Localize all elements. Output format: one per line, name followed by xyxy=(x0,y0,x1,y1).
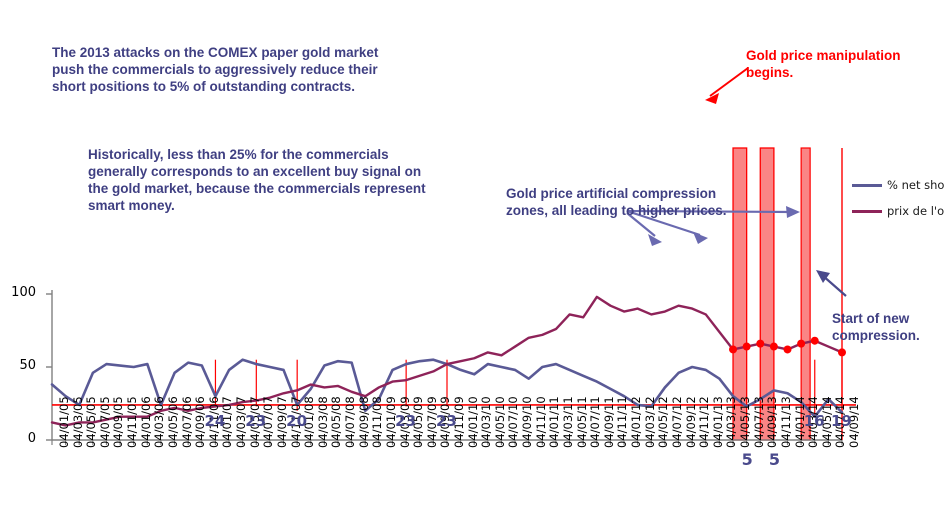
zone-arrow-2-head xyxy=(693,232,708,244)
x-axis-label: 04/09/08 xyxy=(356,396,371,448)
x-axis-label: 04/03/12 xyxy=(642,396,657,448)
x-axis-label: 04/03/13 xyxy=(724,396,739,448)
below-axis-label-5: 5 xyxy=(741,450,753,469)
x-axis-label: 04/09/12 xyxy=(683,396,698,448)
x-axis-label: 04/05/11 xyxy=(574,396,589,448)
x-axis-label: 04/07/13 xyxy=(751,396,766,448)
x-axis-label: 04/09/05 xyxy=(111,396,126,448)
x-axis-label: 04/09/10 xyxy=(520,396,535,448)
x-axis-label: 04/05/12 xyxy=(656,396,671,448)
x-axis-label: 04/11/05 xyxy=(125,396,140,448)
zone-arrow-1-head xyxy=(786,206,800,218)
gold-zone-marker-dot xyxy=(797,339,806,348)
x-axis-label: 04/01/06 xyxy=(138,396,153,448)
x-axis-label: 04/11/13 xyxy=(778,396,793,448)
chart-legend: % net short prix de l'or xyxy=(852,176,944,228)
y-axis-label-0: 0 xyxy=(27,431,36,446)
x-axis-label: 04/03/08 xyxy=(315,396,330,448)
x-axis-label: 04/03/11 xyxy=(560,396,575,448)
gold-zone-marker-dot xyxy=(769,342,778,351)
x-axis-label: 04/11/08 xyxy=(370,396,385,448)
annotation-manipulation-begins: Gold price manipulation begins. xyxy=(746,48,901,80)
gold-zone-marker-dot xyxy=(729,345,738,354)
zone-arrow-3-head xyxy=(648,234,662,246)
below-axis-label-5: 5 xyxy=(768,450,781,469)
x-axis-label: 04/07/06 xyxy=(179,396,194,448)
point-label-23: 23 xyxy=(395,412,416,430)
gold-zone-marker-dot xyxy=(838,348,846,357)
point-label-24: 24 xyxy=(204,412,226,430)
point-label-16: 16 xyxy=(803,412,825,430)
annotation-historical-buy-signal: Historically, less than 25% for the comm… xyxy=(88,147,426,213)
zone-arrow-3 xyxy=(626,212,656,237)
x-axis-label: 04/07/10 xyxy=(506,396,521,448)
annotation-comex-attacks: The 2013 attacks on the COMEX paper gold… xyxy=(52,45,379,94)
x-axis-label: 04/05/08 xyxy=(329,396,344,448)
x-axis-label: 04/07/12 xyxy=(669,396,684,448)
legend-swatch-gold-price xyxy=(852,209,882,213)
x-axis-label: 04/03/10 xyxy=(479,396,494,448)
x-axis-label: 04/07/05 xyxy=(97,396,112,448)
zone-arrow-1 xyxy=(626,209,793,214)
annotation-compression-zones: Gold price artificial compression zones,… xyxy=(506,186,727,218)
x-axis-label: 04/11/12 xyxy=(697,396,712,448)
legend-label-gold-price: prix de l'or xyxy=(887,204,944,218)
x-axis-label: 04/05/13 xyxy=(738,396,753,448)
x-axis-ticks xyxy=(51,440,843,445)
gold-zone-marker-dot xyxy=(742,342,751,351)
y-axis-label-50: 50 xyxy=(19,358,36,373)
point-label-20: 20 xyxy=(286,412,308,430)
x-axis-label: 04/09/13 xyxy=(765,396,780,448)
x-axis-label: 04/09/11 xyxy=(601,396,616,448)
x-axis-label: 04/11/11 xyxy=(615,396,630,448)
annotation-arrows xyxy=(626,67,847,297)
gold-zone-marker-dot xyxy=(783,345,792,354)
x-axis-label: 04/03/05 xyxy=(70,396,85,448)
y-axis-ticks xyxy=(46,293,52,441)
y-axis-label-100: 100 xyxy=(11,285,36,300)
x-axis-label: 04/07/08 xyxy=(343,396,358,448)
compression-zone-bands xyxy=(732,147,843,441)
x-axis-label: 04/05/05 xyxy=(84,396,99,448)
gold-zone-marker-dot xyxy=(756,339,765,348)
x-axis-label: 04/07/11 xyxy=(588,396,603,448)
legend-item-net-short: % net short xyxy=(852,176,944,194)
x-axis-label: 04/11/10 xyxy=(533,396,548,448)
x-axis-label: 04/05/10 xyxy=(492,396,507,448)
point-label-19: 19 xyxy=(831,412,852,430)
gold-price-zone-markers xyxy=(729,336,846,357)
point-label-23: 23 xyxy=(245,412,267,430)
x-axis-label: 04/01/11 xyxy=(547,396,562,448)
x-axis-label: 04/03/06 xyxy=(152,396,167,448)
manipulation-arrowhead xyxy=(705,93,719,104)
x-axis-label: 04/05/06 xyxy=(165,396,180,448)
zone-arrow-2 xyxy=(626,209,701,237)
new-compression-arrowhead xyxy=(816,270,830,283)
x-axis-label: 04/01/12 xyxy=(629,396,644,448)
gold-zone-marker-dot xyxy=(810,336,819,345)
series-line-gold-price xyxy=(50,295,844,427)
x-axis-label: 04/01/13 xyxy=(710,396,725,448)
x-axis-label: 04/01/10 xyxy=(465,396,480,448)
x-axis-label: 04/01/05 xyxy=(57,396,71,448)
legend-swatch-net-short xyxy=(852,183,882,187)
legend-item-gold-price: prix de l'or xyxy=(852,202,944,220)
manipulation-arrow xyxy=(709,67,749,97)
annotation-start-new-compression: Start of new compression. xyxy=(832,311,920,343)
point-label-23: 23 xyxy=(436,412,457,430)
legend-label-net-short: % net short xyxy=(887,178,944,192)
